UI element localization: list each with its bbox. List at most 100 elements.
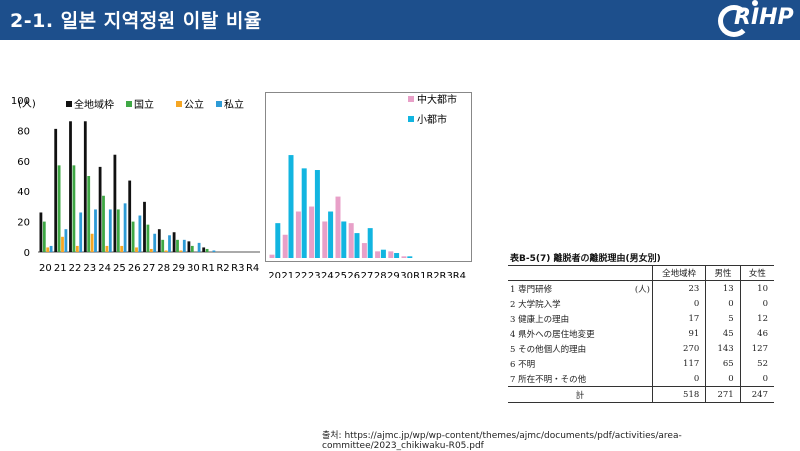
bar-1: [328, 211, 334, 258]
x-tick-label: R3: [440, 271, 453, 278]
row-label: 6 不明: [510, 359, 536, 370]
y-tick-label: 80: [17, 126, 30, 137]
row-value: 65: [705, 356, 741, 371]
row-value: 46: [739, 326, 774, 341]
x-tick-label: 28: [374, 271, 387, 278]
legend-swatch: [216, 101, 222, 107]
bar-0: [282, 234, 288, 258]
x-tick-label: 28: [157, 263, 170, 274]
bar-0: [335, 196, 341, 258]
bar-2: [61, 236, 64, 252]
table-row: 2 大学院入学 0 0 0: [508, 296, 774, 311]
table-unit: (人): [634, 284, 650, 295]
legend-swatch: [176, 101, 182, 107]
row-value: 143: [705, 341, 741, 356]
left-unit-label: (人): [18, 98, 36, 110]
x-tick-label: 29: [387, 271, 400, 278]
table-row: 3 健康上の理由 17 5 12: [508, 311, 774, 326]
row-label: 7 所在不明・その他: [510, 374, 587, 385]
bar-3: [79, 212, 83, 252]
bar-3: [182, 239, 186, 252]
bar-2: [135, 247, 138, 252]
row-label: 3 健康上の理由: [510, 314, 570, 325]
row-value: 0: [739, 296, 774, 311]
bar-0: [309, 206, 315, 258]
row-value: 23: [651, 280, 706, 296]
bar-0: [348, 223, 354, 258]
bar-1: [116, 209, 120, 252]
bar-0: [202, 247, 206, 252]
bar-1: [176, 239, 179, 252]
row-label: 1 専門研修 (人): [510, 284, 650, 295]
legend-label: 小都市: [417, 113, 447, 126]
row-value: 5: [705, 311, 741, 326]
row-label: 5 その他個人的理由: [510, 344, 587, 355]
legend-label: 国立: [134, 98, 154, 111]
logo-ring-icon: [718, 5, 750, 37]
bar-1: [87, 176, 91, 252]
bar-1: [190, 245, 194, 252]
x-tick-label: R3: [231, 263, 244, 274]
x-tick-label: 20: [39, 263, 52, 274]
logo-text: RIHP: [734, 5, 794, 30]
row-value: 0: [739, 371, 774, 387]
bar-1: [341, 221, 347, 258]
bar-3: [94, 209, 97, 252]
y-tick-label: 60: [17, 157, 30, 168]
x-tick-label: 29: [172, 263, 185, 274]
x-tick-label: 27: [361, 271, 374, 278]
x-tick-label: R4: [453, 271, 466, 278]
x-tick-label: R1: [413, 271, 426, 278]
y-tick-label: 0: [24, 248, 30, 259]
row-value: 45: [705, 326, 741, 341]
row-value: 127: [739, 341, 774, 356]
bar-1: [57, 165, 61, 252]
table-header-row: 全地域枠 男性 女性: [508, 265, 774, 281]
x-tick-label: 23: [308, 271, 321, 278]
bar-1: [394, 253, 400, 258]
table-row: 5 その他個人的理由 270 143 127: [508, 341, 774, 356]
bar-2: [75, 245, 79, 252]
logo-dot-icon: [752, 0, 758, 6]
bar-2: [46, 247, 50, 252]
bar-1: [288, 155, 294, 258]
x-tick-label: 24: [98, 263, 111, 274]
bar-0: [98, 166, 102, 252]
x-tick-label: 30: [400, 271, 413, 278]
table-row: 6 不明 117 65 52: [508, 356, 774, 371]
total-label: 計: [508, 386, 653, 403]
bar-0: [83, 121, 87, 252]
row-value: 13: [705, 280, 741, 296]
y-tick-label: 100: [11, 96, 30, 107]
bar-2: [164, 250, 168, 252]
bar-3: [153, 233, 157, 252]
total-value: 518: [651, 386, 706, 403]
table-header-cell: 男性: [705, 265, 741, 281]
bar-0: [172, 232, 176, 252]
legend-swatch: [66, 101, 72, 107]
row-value: 0: [651, 371, 706, 387]
legend-swatch: [408, 96, 414, 102]
row-value: 117: [651, 356, 706, 371]
table-total-row: 計 518 271 247: [508, 386, 774, 403]
bar-1: [131, 221, 135, 252]
x-tick-label: 25: [334, 271, 347, 278]
bar-1: [146, 224, 150, 252]
bar-0: [128, 180, 132, 252]
bar-1: [380, 249, 386, 258]
bar-0: [322, 221, 328, 258]
bar-0: [39, 212, 43, 252]
slide-title: 2-1. 일본 지역정원 이탈 비율: [10, 10, 262, 32]
x-tick-label: 27: [143, 263, 156, 274]
bar-1: [275, 223, 281, 258]
bar-1: [367, 228, 373, 258]
row-label: 2 大学院入学: [510, 299, 561, 310]
x-tick-label: R4: [246, 263, 259, 274]
row-label: 4 県外への居住地変更: [510, 329, 595, 340]
bar-2: [105, 245, 109, 252]
bar-1: [354, 233, 360, 258]
x-tick-label: 21: [54, 263, 67, 274]
bar-0: [295, 211, 301, 258]
legend-label: 中大都市: [417, 93, 457, 106]
